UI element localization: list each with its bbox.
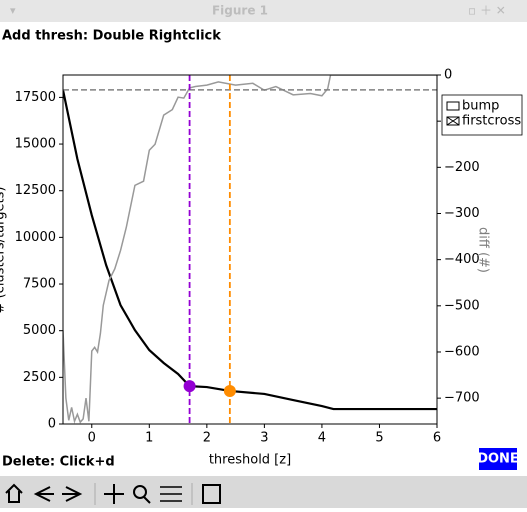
x-tick-label: 3 bbox=[260, 431, 268, 446]
y-tick-label: 2500 bbox=[23, 370, 56, 385]
x-tick-label: 1 bbox=[145, 431, 153, 446]
header-text: Add thresh: Double Rightclick bbox=[2, 29, 221, 44]
home-icon[interactable] bbox=[5, 483, 23, 503]
x-tick-label: 2 bbox=[203, 431, 211, 446]
back-icon[interactable] bbox=[33, 486, 54, 502]
y2-tick-label: −200 bbox=[444, 160, 480, 175]
pan-icon[interactable] bbox=[104, 484, 124, 504]
y2-tick-label: 0 bbox=[444, 68, 452, 83]
marker-dot bbox=[183, 380, 196, 393]
y2-axis-label: diff (#) bbox=[476, 227, 491, 273]
forward-icon[interactable] bbox=[62, 486, 83, 502]
done-button[interactable] bbox=[479, 448, 517, 470]
y-axis-label: # (clusters/targets) bbox=[0, 187, 8, 314]
plot-frame bbox=[62, 74, 438, 425]
y-tick-label: 0 bbox=[48, 417, 56, 432]
data-line bbox=[63, 89, 437, 411]
y2-tick-label: −700 bbox=[444, 391, 480, 406]
config-icon[interactable] bbox=[160, 486, 182, 502]
chart: 0 1 2 3 4 5 6 0 2500 5000 7500 10000 12500 15000 17500… bbox=[15, 68, 480, 446]
y2-tick-label: −300 bbox=[444, 206, 480, 221]
x-tick-label: 6 bbox=[433, 431, 441, 446]
y-tick-label: 5000 bbox=[23, 323, 56, 338]
marker-dot bbox=[223, 384, 236, 397]
title-bar bbox=[0, 0, 527, 22]
x-tick-label: 0 bbox=[88, 431, 96, 446]
menu-arrow[interactable]: ▾ bbox=[10, 4, 16, 17]
save-icon[interactable] bbox=[202, 484, 221, 504]
done-label[interactable]: DONE bbox=[477, 452, 519, 467]
y-tick-label: 15000 bbox=[15, 137, 56, 152]
x-axis-label: threshold [z] bbox=[209, 453, 291, 468]
window-title: Figure 1 bbox=[212, 4, 268, 18]
legend-label: bump bbox=[462, 99, 499, 114]
plot-area bbox=[63, 75, 437, 424]
data-line bbox=[63, 75, 437, 424]
y2-tick-label: −400 bbox=[444, 252, 480, 267]
zoom-icon[interactable] bbox=[133, 485, 147, 499]
footer-text: Delete: Click+d bbox=[2, 455, 115, 470]
y-tick-label: 10000 bbox=[15, 230, 56, 245]
y-tick-label: 12500 bbox=[15, 183, 56, 198]
legend-hatch bbox=[446, 116, 460, 126]
y-tick-label: 7500 bbox=[23, 277, 56, 292]
y2-tick-label: −500 bbox=[444, 298, 480, 313]
x-tick-label: 5 bbox=[375, 431, 383, 446]
y2-tick-label: −600 bbox=[444, 344, 480, 359]
window-controls[interactable]: ▫ ＋ ✕ bbox=[468, 4, 506, 18]
y-tick-label: 17500 bbox=[15, 90, 56, 105]
zoom-handle bbox=[143, 496, 151, 504]
legend-label: firstcross bbox=[462, 114, 521, 129]
legend-patch bbox=[446, 101, 460, 111]
toolbar bbox=[0, 476, 527, 508]
x-tick-label: 4 bbox=[318, 431, 326, 446]
toolbar-icons[interactable] bbox=[5, 483, 221, 505]
